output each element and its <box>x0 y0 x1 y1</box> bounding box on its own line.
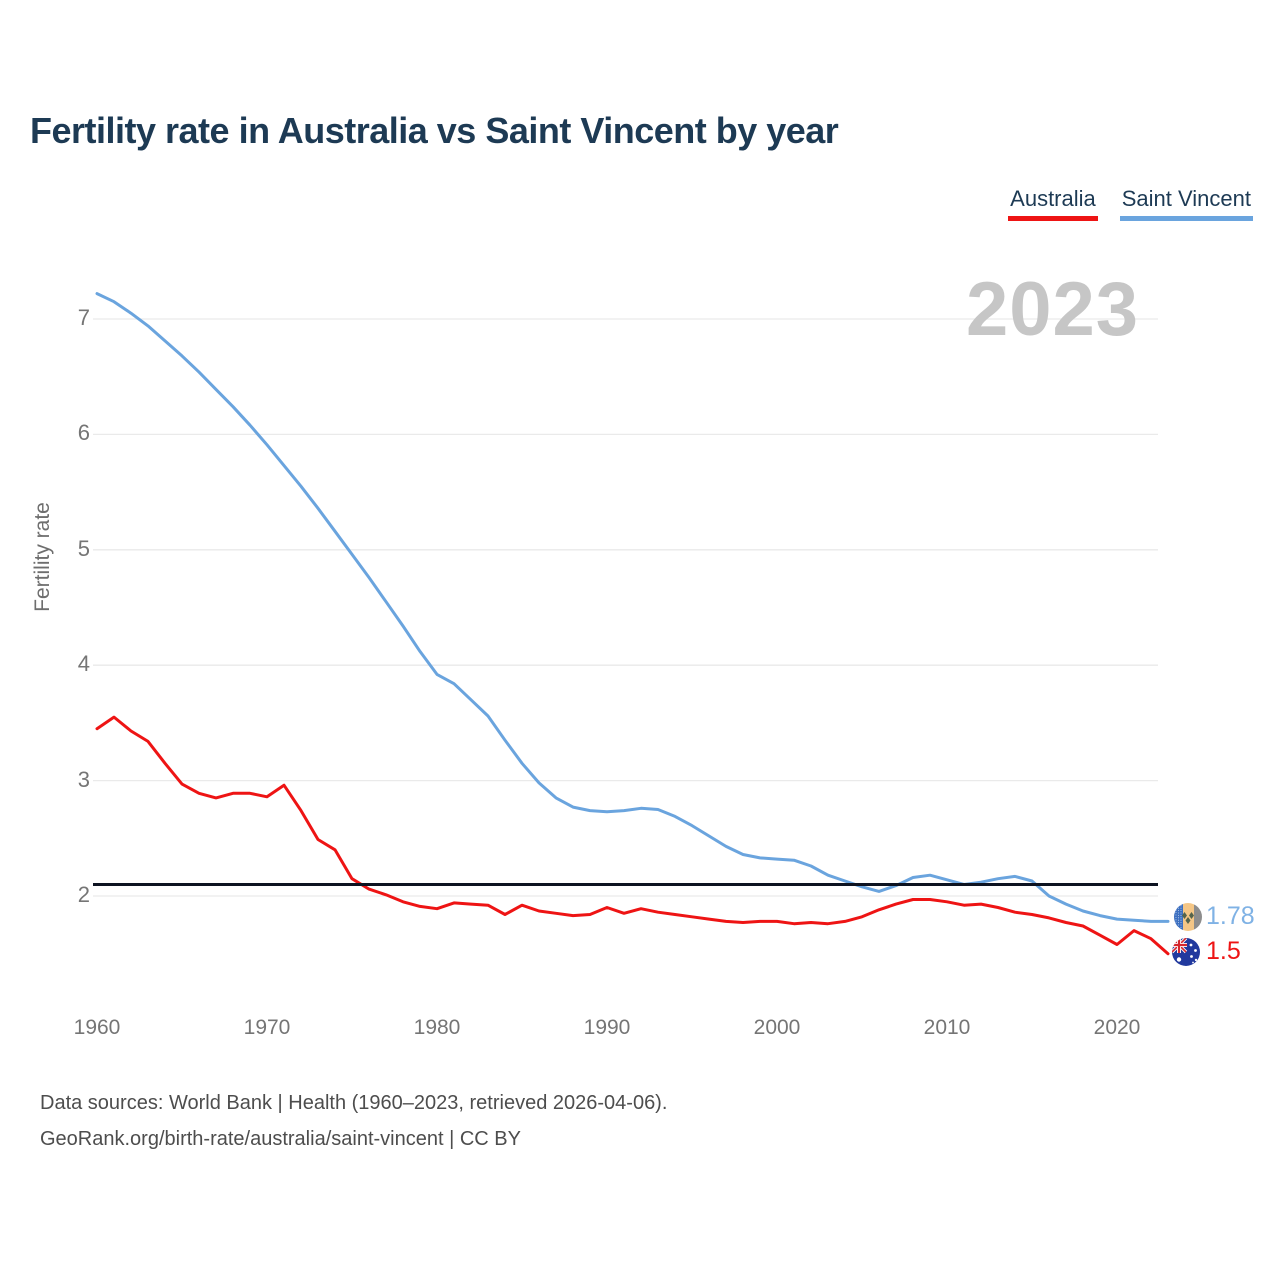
page-title: Fertility rate in Australia vs Saint Vin… <box>30 110 839 151</box>
saint-vincent-end-value: 1.78 <box>1206 902 1255 930</box>
footer-data-sources: Data sources: World Bank | Health (1960–… <box>40 1092 668 1114</box>
y-tick-3: 3 <box>77 766 90 792</box>
footer: Data sources: World Bank | Health (1960–… <box>40 1085 667 1157</box>
legend-label-australia: Australia <box>1010 186 1096 211</box>
x-tick-1980: 1980 <box>413 1016 461 1039</box>
legend-color-bar-saint-vincent <box>1119 216 1253 221</box>
x-tick-2010: 2010 <box>923 1016 971 1039</box>
y-tick-4: 4 <box>77 651 90 677</box>
saint-vincent-flag-icon <box>1174 903 1202 931</box>
series-line-australia[interactable] <box>95 715 1170 956</box>
australia-end-value: 1.5 <box>1206 937 1241 965</box>
legend: Australia Saint Vincent <box>1008 186 1253 221</box>
x-tick-2020: 2020 <box>1093 1016 1141 1039</box>
x-tick-1990: 1990 <box>583 1016 631 1039</box>
y-tick-7: 7 <box>77 305 90 330</box>
series-line-saint-vincent[interactable] <box>95 292 1170 923</box>
legend-label-saint-vincent: Saint Vincent <box>1121 186 1251 211</box>
x-tick-1960: 1960 <box>73 1016 121 1039</box>
australia-flag-icon <box>1172 938 1200 966</box>
year-watermark: 2023 <box>966 267 1140 352</box>
x-tick-1970: 1970 <box>243 1016 291 1039</box>
y-tick-6: 6 <box>77 420 90 446</box>
legend-item-australia[interactable]: Australia <box>1008 186 1098 221</box>
y-tick-5: 5 <box>77 535 90 561</box>
legend-color-bar-australia <box>1008 216 1098 221</box>
legend-item-saint-vincent[interactable]: Saint Vincent <box>1119 186 1253 221</box>
y-tick-2: 2 <box>77 882 90 907</box>
footer-attribution: GeoRank.org/birth-rate/australia/saint-v… <box>40 1128 521 1150</box>
x-tick-2000: 2000 <box>753 1016 801 1039</box>
